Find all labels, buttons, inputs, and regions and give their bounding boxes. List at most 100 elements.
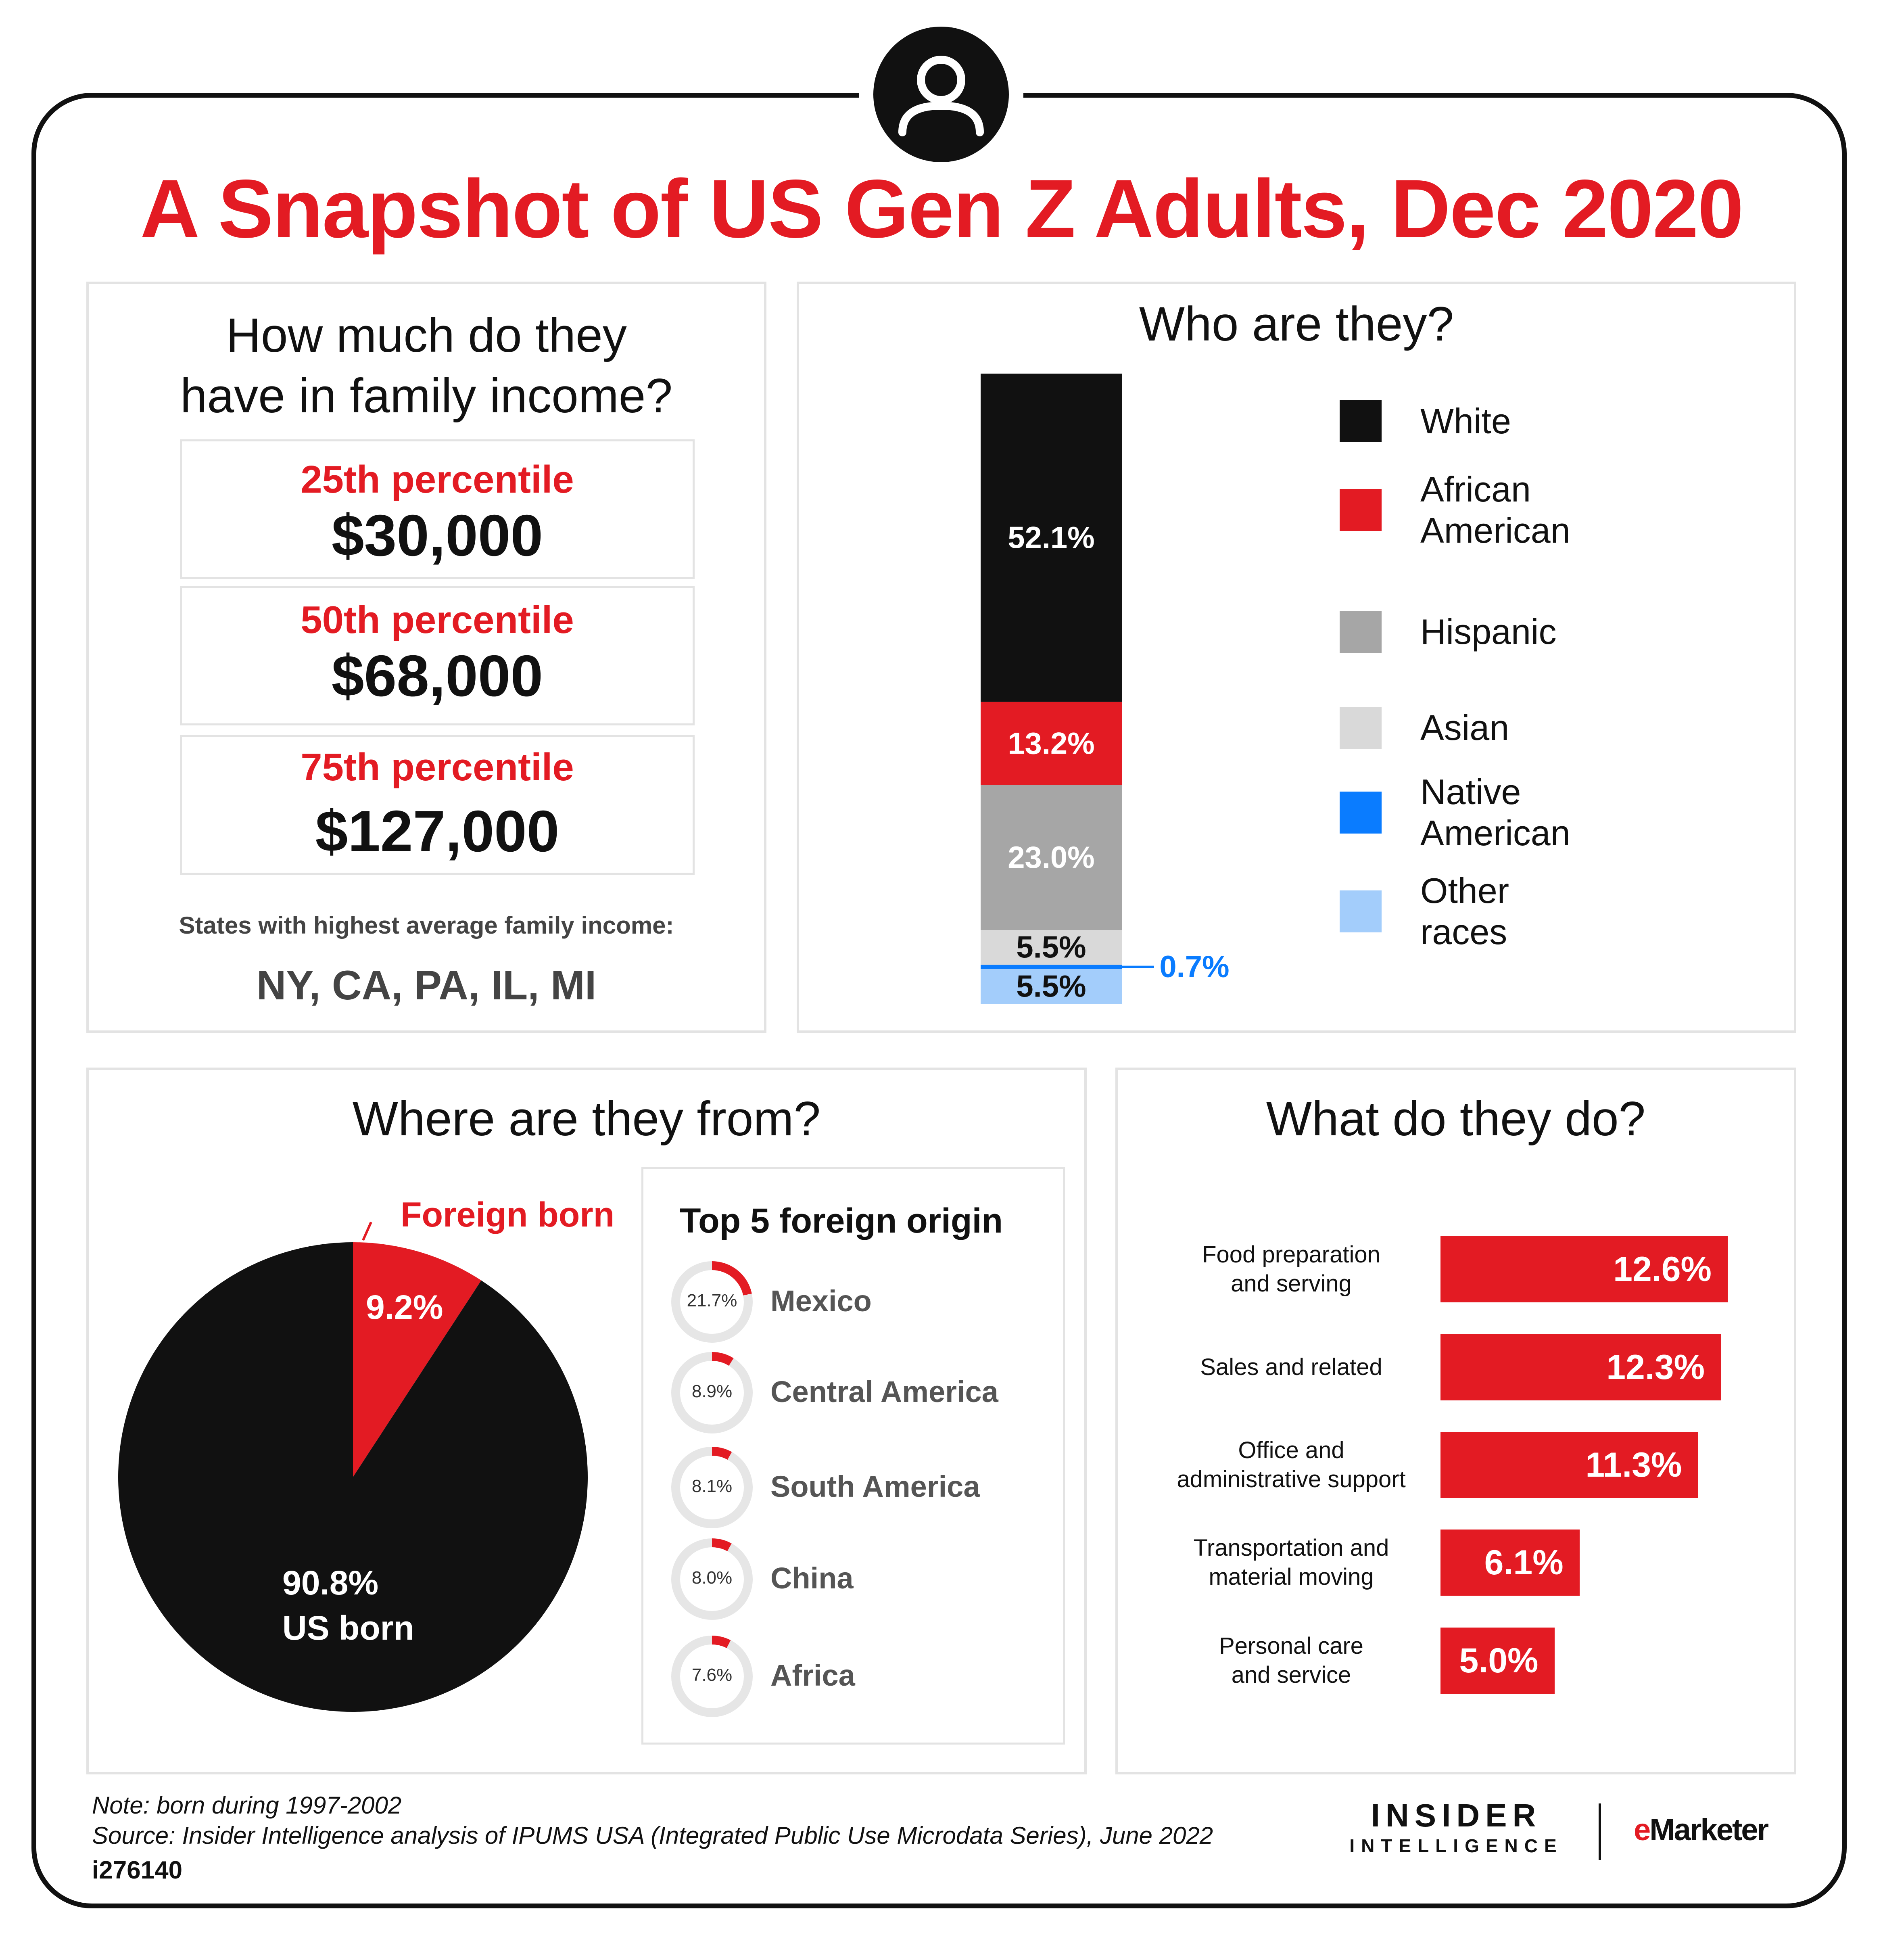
person-icon — [873, 27, 1009, 162]
race-panel: Who are they? 52.1% 13.2% 23.0% 5.5% 0.7% 5.5… — [797, 282, 1796, 1033]
foreign-born-callout — [362, 1221, 372, 1241]
occupation-bar-value: 11.3% — [1585, 1446, 1682, 1484]
us-born-value: 90.8% — [282, 1564, 379, 1602]
states-label: States with highest average family incom… — [179, 912, 674, 939]
legend-swatch — [1340, 489, 1382, 531]
footer-source: Source: Insider Intelligence analysis of… — [92, 1822, 1213, 1849]
origin-ring: 8.1% — [668, 1443, 756, 1532]
ring-arc — [671, 1352, 753, 1433]
jobs-panel: What do they do? Food preparation and ser… — [1115, 1068, 1796, 1774]
occupation-bar: 12.3% — [1440, 1334, 1721, 1400]
percentile-box-25: 25th percentile $30,000 — [180, 439, 695, 579]
top5-heading: Top 5 foreign origin — [680, 1201, 1003, 1240]
page-title: A Snapshot of US Gen Z Adults, Dec 2020 — [140, 163, 1743, 255]
ring-chart — [671, 1636, 753, 1717]
chart-id: i276140 — [92, 1856, 183, 1884]
race-bar-label: 5.5% — [1016, 970, 1086, 1004]
race-stacked-bar: 52.1% 13.2% 23.0% 5.5% 0.7% 5.5% — [981, 374, 1230, 1004]
us-born-label-group: 90.8% US born — [282, 1560, 414, 1651]
legend-label: African American — [1420, 469, 1570, 550]
income-heading-line2: have in family income? — [180, 369, 673, 423]
foreign-born-label: Foreign born — [401, 1195, 615, 1234]
ring-value: 8.1% — [691, 1476, 733, 1496]
legend-label: Other races — [1420, 871, 1509, 952]
origin-ring: 8.0% — [668, 1535, 756, 1624]
emarketer-logo: eMarketer — [1634, 1812, 1769, 1847]
pie-slice — [353, 1242, 482, 1477]
foreign-born-value: 9.2% — [366, 1288, 443, 1326]
us-born-label: US born — [282, 1609, 414, 1647]
footer-note: Note: born during 1997-2002 — [92, 1792, 402, 1819]
ring-chart — [671, 1352, 753, 1433]
occupation-bar: 12.6% — [1440, 1236, 1728, 1302]
origin-name: Mexico — [770, 1284, 872, 1318]
emarketer-logo-text: Marketer — [1649, 1813, 1769, 1847]
percentile-box-50: 50th percentile $68,000 — [180, 586, 695, 725]
ring-chart — [671, 1261, 753, 1343]
race-bar-segment — [981, 969, 1122, 1004]
percentile-box-75: 75th percentile $127,000 — [180, 735, 695, 875]
income-panel: How much do they have in family income? … — [86, 282, 766, 1033]
occupation-bar-value: 12.3% — [1606, 1348, 1705, 1387]
ring-arc — [671, 1636, 753, 1717]
jobs-heading: What do they do? — [1266, 1092, 1646, 1146]
race-bar-segment — [981, 374, 1122, 702]
ring-value: 8.0% — [691, 1568, 733, 1588]
ring-arc — [671, 1538, 753, 1620]
race-bar-label: 5.5% — [1016, 930, 1086, 965]
percentile-label: 50th percentile — [301, 598, 574, 641]
occupation-bar-value: 12.6% — [1613, 1250, 1712, 1289]
race-bar-label: 13.2% — [1008, 726, 1095, 761]
race-bar-segment — [981, 785, 1122, 930]
occupation-label: Transportation and material moving — [1193, 1535, 1389, 1590]
legend-swatch — [1340, 400, 1382, 442]
ring-arc — [671, 1447, 753, 1528]
logo-line1: INSIDER — [1371, 1797, 1542, 1833]
race-heading: Who are they? — [1139, 297, 1454, 351]
occupation-label: Personal care and service — [1219, 1633, 1363, 1688]
legend-label: Native American — [1420, 772, 1570, 853]
origin-name: South America — [770, 1470, 980, 1503]
emarketer-logo-e: e — [1634, 1813, 1651, 1847]
origin-heading: Where are they from? — [352, 1092, 821, 1146]
legend-swatch — [1340, 611, 1382, 653]
ring-value: 7.6% — [691, 1665, 733, 1685]
percentile-value: $30,000 — [331, 503, 543, 568]
logo-line2: INTELLIGENCE — [1349, 1835, 1563, 1856]
percentile-value: $127,000 — [315, 798, 559, 864]
insider-intelligence-logo: INSIDER INTELLIGENCE — [1343, 1797, 1569, 1858]
origin-pie-chart — [118, 1221, 588, 1712]
occupation-bar: 5.0% — [1440, 1628, 1555, 1694]
top5-box: Top 5 foreign origin 21.7% Mexico 8.9% Cent… — [641, 1167, 1065, 1745]
origin-ring: 21.7% — [668, 1258, 756, 1346]
states-list: NY, CA, PA, IL, MI — [256, 962, 597, 1008]
percentile-value: $68,000 — [331, 643, 543, 708]
race-bar-segment — [981, 965, 1122, 970]
ring-chart — [671, 1447, 753, 1528]
income-heading: How much do they have in family income? — [89, 305, 764, 426]
occupation-bar-value: 6.1% — [1484, 1543, 1564, 1582]
occupation-bar: 11.3% — [1440, 1432, 1698, 1498]
occupation-label: Food preparation and serving — [1202, 1241, 1380, 1297]
race-bar-segment — [981, 702, 1122, 785]
income-heading-line1: How much do they — [226, 308, 627, 362]
origin-ring: 7.6% — [668, 1632, 756, 1721]
legend-swatch — [1340, 707, 1382, 749]
race-bar-label: 0.7% — [1159, 950, 1229, 984]
legend-label: White — [1420, 401, 1511, 441]
race-bar-segment — [981, 930, 1122, 965]
occupation-bar-value: 5.0% — [1459, 1641, 1539, 1680]
origin-name: Africa — [770, 1659, 855, 1692]
race-bar-label: 52.1% — [1008, 520, 1095, 555]
percentile-label: 75th percentile — [301, 746, 574, 789]
logo-divider — [1599, 1803, 1601, 1860]
origin-name: China — [770, 1561, 854, 1595]
ring-value: 8.9% — [691, 1381, 733, 1401]
percentile-label: 25th percentile — [301, 458, 574, 501]
origin-name: Central America — [770, 1375, 998, 1408]
legend-label: Asian — [1420, 708, 1509, 748]
pie-slice — [118, 1242, 588, 1712]
occupation-label: Sales and related — [1200, 1354, 1382, 1380]
origin-ring: 8.9% — [668, 1348, 756, 1437]
occupation-bar: 6.1% — [1440, 1530, 1580, 1596]
